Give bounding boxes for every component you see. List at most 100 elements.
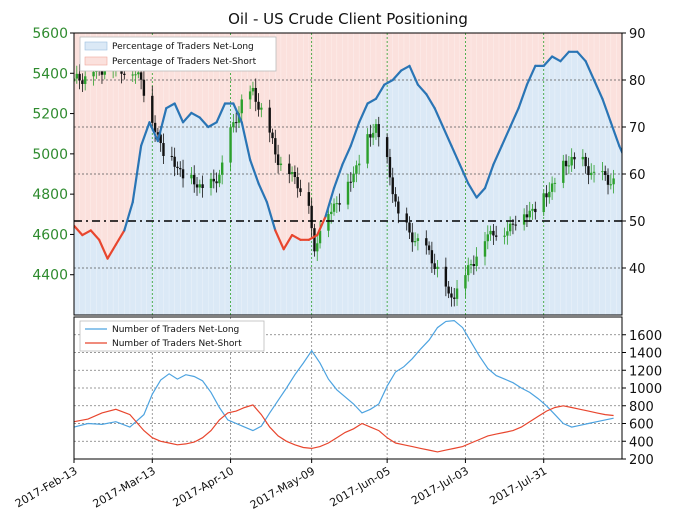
candle-body	[179, 168, 182, 170]
candle-body	[601, 171, 604, 173]
pct-tick-label: 70	[629, 121, 646, 136]
pct-line-segment	[483, 163, 495, 190]
candle-body	[229, 127, 232, 163]
candle-body	[366, 134, 369, 164]
date-axis: 2017-Feb-13 2017-Mar-13 2017-Apr-10 2017-Ma…	[13, 459, 549, 512]
pct-line-segment	[400, 64, 411, 72]
pct-line-segment	[618, 144, 622, 155]
pct-line-segment	[349, 121, 361, 147]
pct-line-segment	[653, 108, 661, 127]
candle-body	[525, 214, 529, 218]
price-axis: 4400 4600 4800 5000 5200 5400 5600	[32, 26, 74, 284]
candle-body	[103, 69, 106, 75]
pct-line-segment	[89, 229, 101, 241]
candle-body	[369, 134, 372, 138]
pct-line-segment	[559, 50, 570, 63]
candle-body	[215, 181, 218, 184]
pct-line-segment	[332, 163, 344, 190]
candle-body	[430, 250, 434, 264]
pct-tick-label: 80	[629, 74, 646, 89]
candle-body	[257, 101, 260, 110]
pct-line-segment	[467, 182, 478, 199]
candle-body	[352, 173, 355, 183]
count-tick-label: 200	[629, 453, 654, 468]
count-tick-label: 1200	[629, 364, 662, 379]
candle-body	[137, 72, 140, 75]
chart-title: Oil - US Crude Client Positioning	[228, 10, 468, 28]
candle-body	[528, 210, 531, 218]
candle-body	[335, 203, 339, 205]
pct-line-segment	[661, 108, 669, 136]
pct-line-segment	[592, 78, 604, 100]
pct-line-segment	[98, 238, 109, 260]
legend-swatch-short	[84, 56, 108, 66]
pct-line-segment	[636, 146, 644, 165]
candle-body	[606, 174, 610, 185]
candle-body	[436, 266, 439, 269]
pct-line-segment	[492, 144, 503, 166]
candle-body	[173, 156, 176, 167]
candle-body	[290, 172, 294, 175]
pct-line-segment	[584, 60, 596, 82]
pct-line-segment	[341, 144, 352, 166]
candle-body	[548, 191, 551, 198]
pct-line-segment	[282, 234, 294, 251]
pct-line-segment	[551, 55, 562, 63]
pct-line-segment	[240, 121, 252, 161]
pct-line-segment	[416, 83, 428, 96]
candle-body	[92, 71, 95, 77]
candle-body	[584, 156, 587, 167]
candle-body	[74, 78, 76, 82]
price-tick-label: 5400	[32, 66, 68, 82]
pct-line-segment	[81, 229, 92, 237]
pct-line-segment	[181, 111, 193, 124]
candle-body	[181, 169, 185, 179]
pct-line-segment	[215, 102, 227, 124]
date-tick-label: 2017-Jul-31	[487, 464, 549, 507]
candle-body	[75, 73, 78, 79]
candle-body	[553, 182, 557, 184]
candle-body	[218, 174, 221, 184]
candle-body	[534, 208, 537, 213]
candle-body	[279, 163, 283, 166]
candle-body	[411, 232, 414, 243]
pct-line-segment	[148, 121, 159, 143]
pct-line-segment	[509, 107, 520, 129]
candle-body	[531, 208, 534, 211]
count-tick-label: 800	[629, 400, 654, 415]
price-tick-label: 5000	[32, 147, 68, 163]
candle-body	[385, 137, 389, 158]
candle-body	[562, 160, 565, 183]
pct-line-segment	[450, 144, 461, 166]
count-tick-label: 600	[629, 418, 654, 433]
candle-body	[494, 235, 498, 237]
candle-body	[388, 157, 392, 178]
candle-body	[405, 213, 408, 223]
candle-body	[483, 241, 487, 257]
candle-body	[542, 193, 545, 213]
bottom-gridlines	[74, 317, 622, 459]
pct-line-segment	[500, 125, 512, 147]
pct-line-segment	[601, 97, 612, 124]
candle-body	[234, 122, 238, 124]
date-tick-label: 2017-Jul-03	[409, 464, 471, 507]
candle-body	[503, 235, 506, 237]
pct-line-segment	[374, 83, 386, 100]
candle-body	[397, 201, 400, 214]
price-tick-label: 5200	[32, 107, 68, 123]
candle-body	[310, 205, 313, 229]
pct-line-segment	[265, 201, 277, 232]
top-gridlines	[74, 33, 622, 315]
pct-line-segment	[542, 55, 554, 68]
candle-body	[268, 107, 271, 133]
pct-line-segment	[458, 163, 470, 185]
pct-line-segment	[274, 229, 285, 251]
bottom-panel: 200 400 600 800 1000 1200 1400 1600 2017-Feb-13…	[13, 316, 662, 512]
candle-body	[564, 160, 568, 167]
candle-body	[425, 238, 428, 246]
candle-body	[293, 172, 297, 178]
candle-body	[469, 264, 473, 266]
candle-body	[570, 156, 573, 166]
pct-line-segment	[106, 243, 118, 260]
